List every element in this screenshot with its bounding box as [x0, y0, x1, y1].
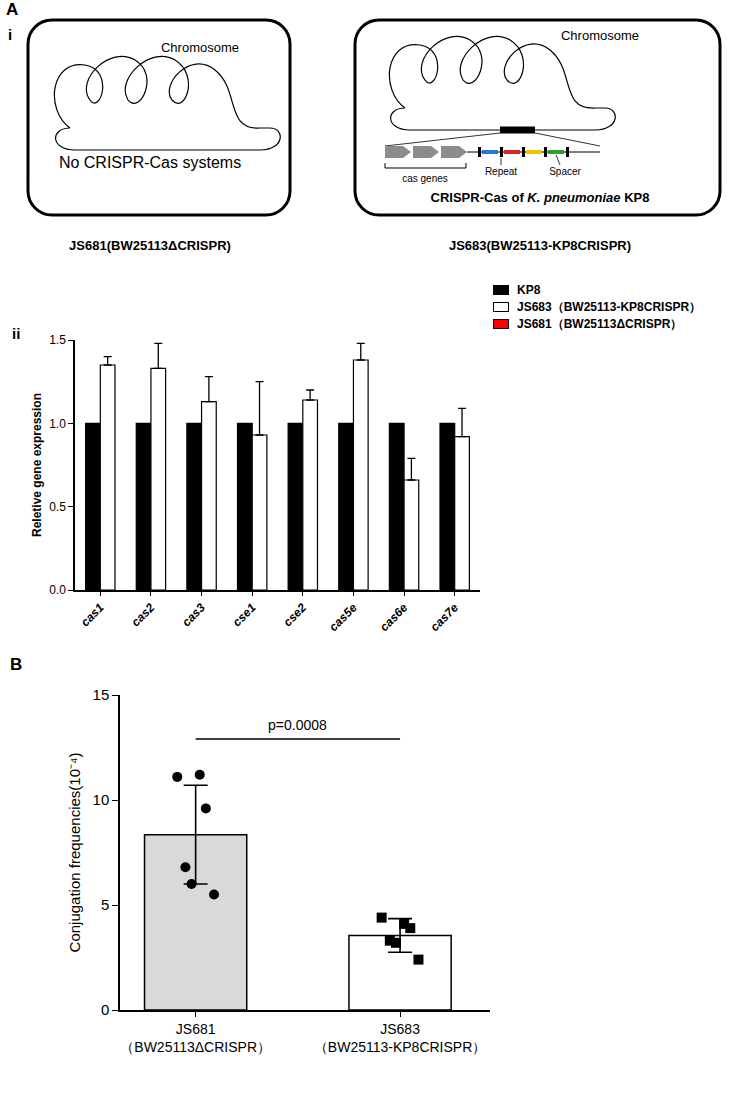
svg-text:Reletive gene expression: Reletive gene expression: [30, 393, 44, 537]
svg-text:Conjugation frequencies(10⁻⁴): Conjugation frequencies(10⁻⁴): [66, 753, 83, 953]
html-text:JS683（BW25113-KP8CRISPR）: JS683（BW25113-KP8CRISPR）: [517, 299, 702, 314]
svg-text:Repeat: Repeat: [485, 166, 517, 177]
svg-text:cse2: cse2: [280, 600, 309, 629]
svg-text:cas2: cas2: [129, 600, 158, 629]
svg-text:cse1: cse1: [230, 600, 259, 629]
svg-text:cas3: cas3: [179, 600, 208, 629]
svg-text:1.0: 1.0: [49, 417, 66, 431]
svg-text:Chromosome: Chromosome: [561, 28, 639, 43]
svg-text:cas6e: cas6e: [377, 600, 411, 634]
html-text:B: B: [10, 655, 23, 674]
html-text:i: i: [8, 26, 13, 43]
svg-text:cas5e: cas5e: [326, 600, 360, 634]
svg-text:p=0.0008: p=0.0008: [268, 717, 327, 733]
svg-text:0: 0: [101, 1001, 109, 1018]
svg-text:cas genes: cas genes: [402, 173, 448, 184]
svg-text:JS681（BW25113ΔCRISPR）: JS681（BW25113ΔCRISPR）: [120, 1021, 271, 1055]
svg-text:JS681(BW25113ΔCRISPR): JS681(BW25113ΔCRISPR): [69, 238, 231, 253]
html-text:A: A: [6, 0, 19, 19]
svg-text:No CRISPR-Cas systems: No CRISPR-Cas systems: [59, 154, 241, 171]
svg-text:cas7e: cas7e: [428, 600, 462, 634]
html-text:ii: ii: [12, 325, 21, 342]
svg-text:1.5: 1.5: [49, 333, 66, 347]
svg-text:JS683(BW25113-KP8CRISPR): JS683(BW25113-KP8CRISPR): [449, 238, 631, 253]
svg-text:Spacer: Spacer: [549, 166, 581, 177]
svg-text:0.5: 0.5: [49, 500, 66, 514]
svg-text:Chromosome: Chromosome: [161, 40, 239, 55]
svg-text:5: 5: [101, 896, 109, 913]
svg-text:CRISPR-Cas of K. pneumoniae KP: CRISPR-Cas of K. pneumoniae KP8: [431, 190, 650, 205]
svg-text:JS683（BW25113-KP8CRISPR）: JS683（BW25113-KP8CRISPR）: [314, 1021, 486, 1055]
svg-text:0.0: 0.0: [49, 583, 66, 597]
html-text:JS681（BW25113ΔCRISPR）: JS681（BW25113ΔCRISPR）: [517, 316, 683, 331]
svg-text:cas1: cas1: [78, 600, 107, 629]
svg-text:15: 15: [93, 686, 110, 703]
svg-text:10: 10: [93, 791, 110, 808]
html-text:KP8: KP8: [517, 283, 541, 297]
